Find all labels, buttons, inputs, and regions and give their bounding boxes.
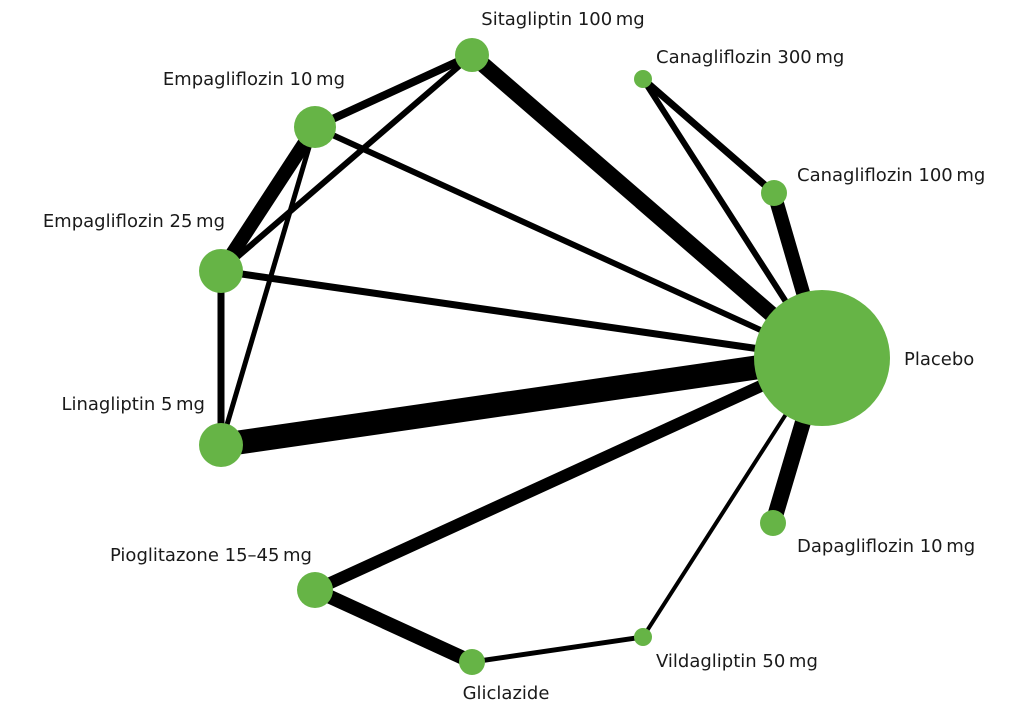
edge bbox=[312, 352, 825, 596]
node bbox=[634, 70, 652, 88]
edge bbox=[313, 51, 474, 131]
node-label: Pioglitazone 15–45 mg bbox=[110, 545, 312, 566]
edge bbox=[466, 48, 828, 365]
edge bbox=[215, 123, 321, 275]
node bbox=[199, 249, 243, 293]
node-label: Linagliptin 5 mg bbox=[61, 394, 205, 415]
node bbox=[297, 572, 333, 608]
node-label: Vildagliptin 50 mg bbox=[656, 651, 818, 672]
node bbox=[761, 180, 787, 206]
edge bbox=[218, 126, 318, 446]
node-label: Sitagliptin 100 mg bbox=[481, 9, 644, 30]
edge bbox=[312, 583, 475, 669]
edge bbox=[471, 634, 644, 665]
labels: Sitagliptin 100 mg Canagliflozin 300 mg Em… bbox=[43, 9, 986, 704]
node-label: Gliclazide bbox=[463, 683, 550, 704]
node bbox=[294, 106, 336, 148]
node bbox=[760, 510, 786, 536]
node bbox=[634, 628, 652, 646]
node bbox=[455, 38, 489, 72]
edge bbox=[640, 76, 777, 196]
edge bbox=[220, 267, 823, 362]
edges bbox=[215, 48, 830, 669]
edge bbox=[313, 124, 824, 361]
node-label: Dapagliflozin 10 mg bbox=[797, 536, 975, 557]
node-label: Canagliflozin 300 mg bbox=[656, 47, 844, 68]
node bbox=[754, 290, 890, 426]
node-label: Empagliflozin 25 mg bbox=[43, 211, 225, 232]
edge bbox=[219, 346, 824, 457]
node-label: Empagliflozin 10 mg bbox=[163, 69, 345, 90]
nodes bbox=[199, 38, 890, 675]
edge bbox=[219, 52, 474, 274]
node bbox=[199, 423, 243, 467]
node-label: Canagliflozin 100 mg bbox=[797, 165, 985, 186]
node bbox=[459, 649, 485, 675]
node-label: Placebo bbox=[904, 349, 974, 370]
